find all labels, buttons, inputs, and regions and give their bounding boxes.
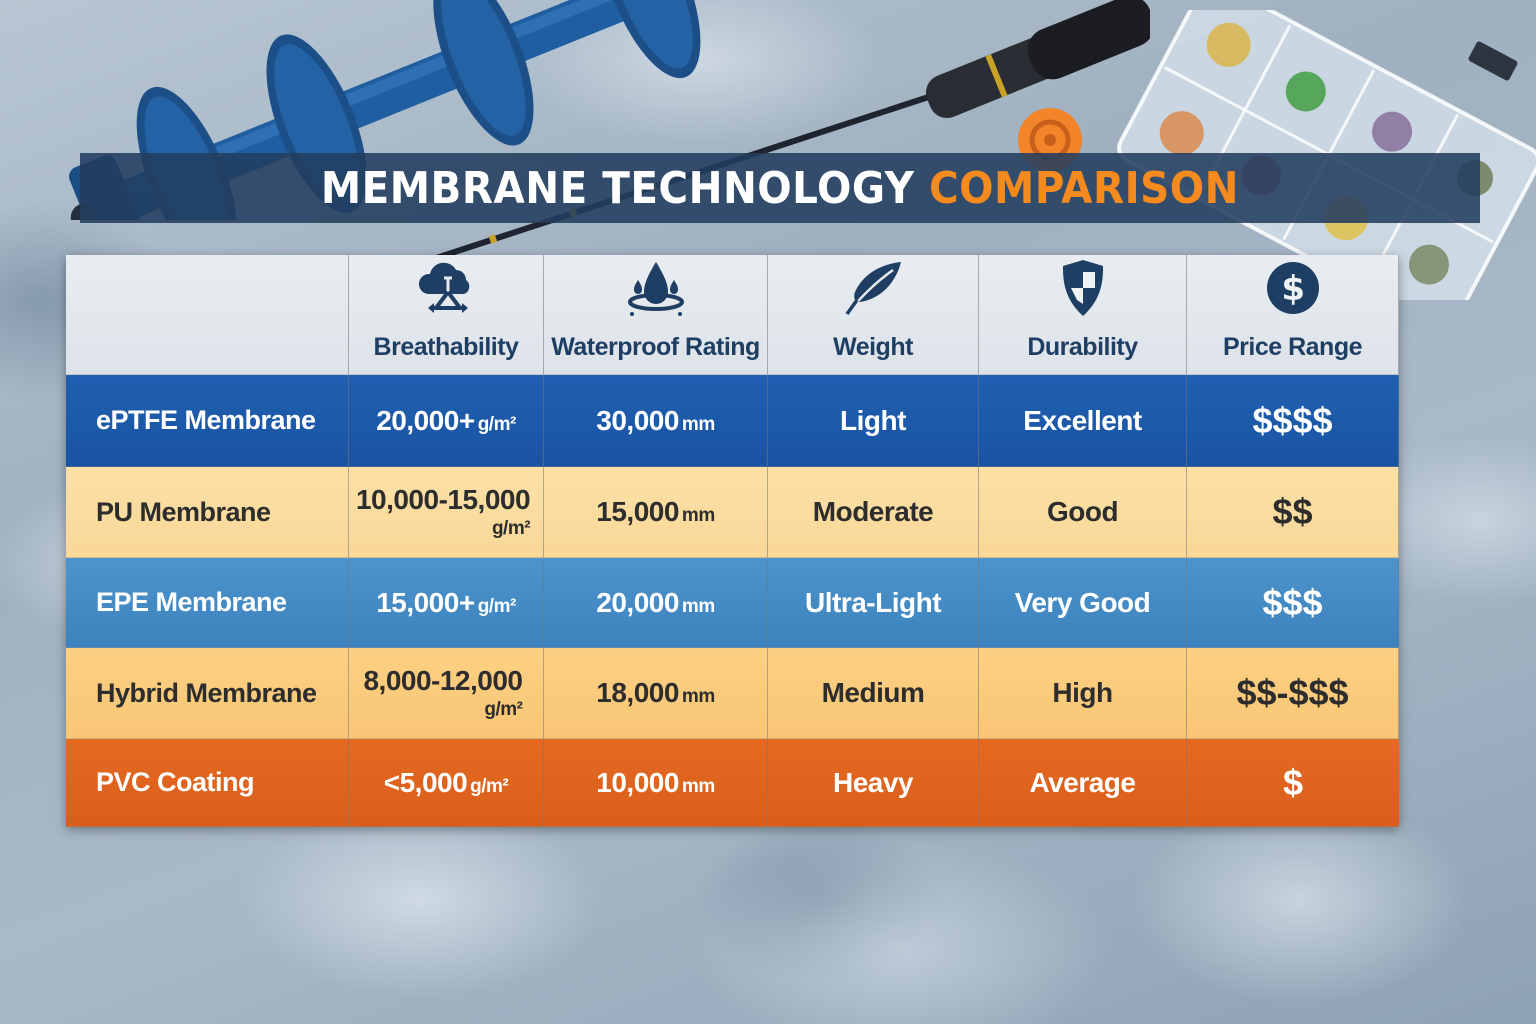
- cloud-arrows-icon: [411, 257, 481, 319]
- header-weight: Weight: [768, 255, 979, 375]
- header-cell-empty: [66, 255, 349, 375]
- cell-breathability: 8,000-12,000 g/m²: [349, 648, 544, 739]
- header-waterproof: Waterproof Rating: [544, 255, 768, 375]
- row-label-eptfe: ePTFE Membrane: [66, 375, 349, 467]
- header-breathability: Breathability: [349, 255, 544, 375]
- header-label: Waterproof Rating: [551, 333, 760, 361]
- cell-weight: Ultra-Light: [768, 558, 979, 648]
- cell-durability: Excellent: [979, 375, 1187, 467]
- cell-weight: Heavy: [768, 739, 979, 827]
- page-title: MEMBRANE TECHNOLOGY COMPARISON: [321, 163, 1239, 214]
- header-durability: Durability: [979, 255, 1187, 375]
- row-label-pu: PU Membrane: [66, 467, 349, 558]
- water-drop-icon: [621, 257, 691, 319]
- cell-durability: Good: [979, 467, 1187, 558]
- title-main: MEMBRANE TECHNOLOGY: [320, 162, 915, 214]
- cell-price: $$$$: [1187, 375, 1399, 467]
- cell-weight: Light: [768, 375, 979, 467]
- cell-breathability: <5,000 g/m²: [349, 739, 544, 827]
- header-price-range: $ Price Range: [1187, 255, 1399, 375]
- row-label-pvc: PVC Coating: [66, 739, 349, 827]
- cell-waterproof: 10,000 mm: [544, 739, 768, 827]
- cell-price: $$$: [1187, 558, 1399, 648]
- cell-breathability: 15,000+ g/m²: [349, 558, 544, 648]
- title-banner: MEMBRANE TECHNOLOGY COMPARISON: [80, 153, 1480, 223]
- dollar-circle-icon: $: [1258, 257, 1328, 319]
- cell-price: $: [1187, 739, 1399, 827]
- cell-waterproof: 18,000 mm: [544, 648, 768, 739]
- row-label-epe: EPE Membrane: [66, 558, 349, 648]
- header-label: Breathability: [373, 333, 519, 361]
- comparison-table: Breathability Waterproof Rating Weight: [66, 255, 1399, 827]
- cell-durability: Very Good: [979, 558, 1187, 648]
- cell-weight: Medium: [768, 648, 979, 739]
- svg-text:$: $: [1281, 269, 1304, 309]
- cell-price: $$: [1187, 467, 1399, 558]
- cell-breathability: 10,000-15,000 g/m²: [349, 467, 544, 558]
- feather-icon: [838, 257, 908, 319]
- cell-durability: High: [979, 648, 1187, 739]
- header-label: Weight: [833, 333, 913, 361]
- cell-price: $$-$$$: [1187, 648, 1399, 739]
- cell-durability: Average: [979, 739, 1187, 827]
- cell-breathability: 20,000+ g/m²: [349, 375, 544, 467]
- cell-waterproof: 20,000 mm: [544, 558, 768, 648]
- row-label-hybrid: Hybrid Membrane: [66, 648, 349, 739]
- cell-weight: Moderate: [768, 467, 979, 558]
- cell-waterproof: 15,000 mm: [544, 467, 768, 558]
- header-label: Price Range: [1222, 333, 1363, 361]
- cell-waterproof: 30,000 mm: [544, 375, 768, 467]
- shield-icon: [1048, 257, 1118, 319]
- header-label: Durability: [1027, 333, 1138, 361]
- title-accent: COMPARISON: [929, 162, 1240, 214]
